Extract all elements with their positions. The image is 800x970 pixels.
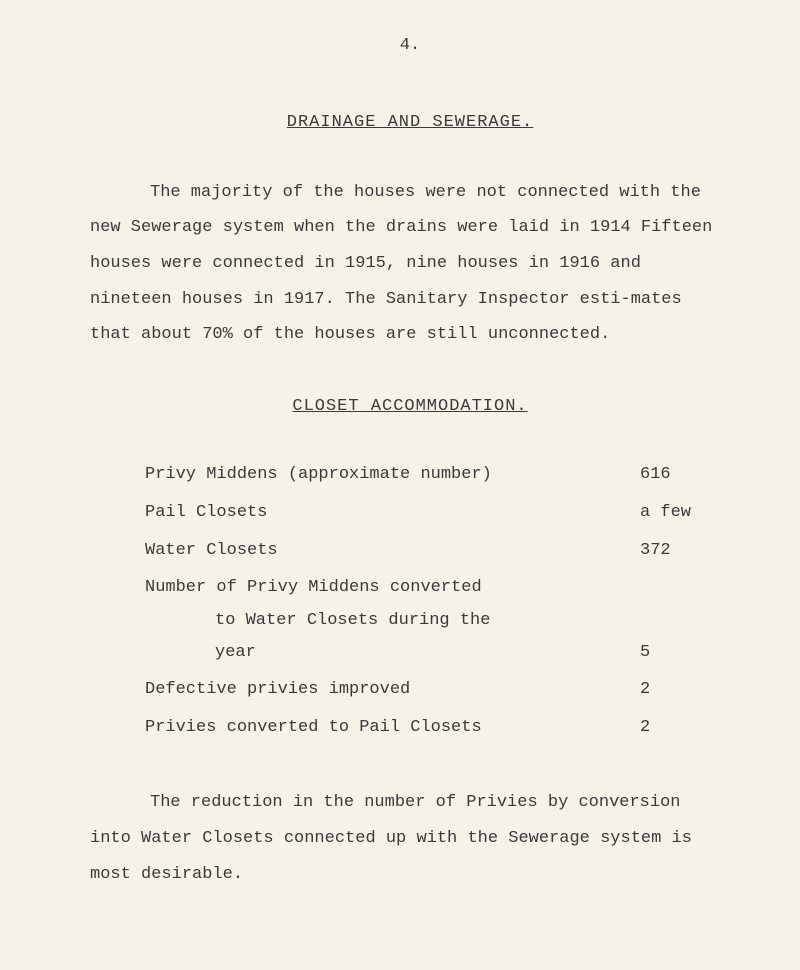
data-value: 372 (640, 534, 730, 568)
multi-line-1: Number of Privy Middens converted (145, 572, 730, 604)
document-page: 4. DRAINAGE AND SEWERAGE. The majority o… (0, 0, 800, 970)
data-row: Defective privies improved 2 (145, 673, 730, 707)
multi-line-3-label: year (215, 637, 256, 669)
data-label: Privies converted to Pail Closets (145, 711, 640, 745)
data-value: 2 (640, 673, 730, 707)
paragraph-2-text: The reduction in the number of Privies b… (90, 793, 692, 883)
data-label: Water Closets (145, 534, 640, 568)
data-row: Privy Middens (approximate number) 616 (145, 458, 730, 492)
section-heading-2: CLOSET ACCOMMODATION. (90, 391, 730, 423)
multi-line-3: year 5 (145, 637, 730, 669)
data-row: Privies converted to Pail Closets 2 (145, 711, 730, 745)
data-value: 616 (640, 458, 730, 492)
paragraph-1-text: The majority of the houses were not conn… (90, 183, 712, 345)
data-row: Water Closets 372 (145, 534, 730, 568)
data-value: 5 (640, 637, 730, 669)
section-heading-1: DRAINAGE AND SEWERAGE. (90, 107, 730, 139)
multi-line-2: to Water Closets during the (145, 605, 730, 637)
data-label: Privy Middens (approximate number) (145, 458, 640, 492)
page-number: 4. (90, 30, 730, 62)
data-label: Pail Closets (145, 496, 640, 530)
paragraph-1: The majority of the houses were not conn… (90, 175, 730, 353)
data-value: a few (640, 496, 730, 530)
closet-data-section: Privy Middens (approximate number) 616 P… (90, 458, 730, 745)
data-row: Pail Closets a few (145, 496, 730, 530)
paragraph-2: The reduction in the number of Privies b… (90, 785, 730, 892)
data-value: 2 (640, 711, 730, 745)
data-label: Defective privies improved (145, 673, 640, 707)
data-row-multiline: Number of Privy Middens converted to Wat… (145, 572, 730, 669)
